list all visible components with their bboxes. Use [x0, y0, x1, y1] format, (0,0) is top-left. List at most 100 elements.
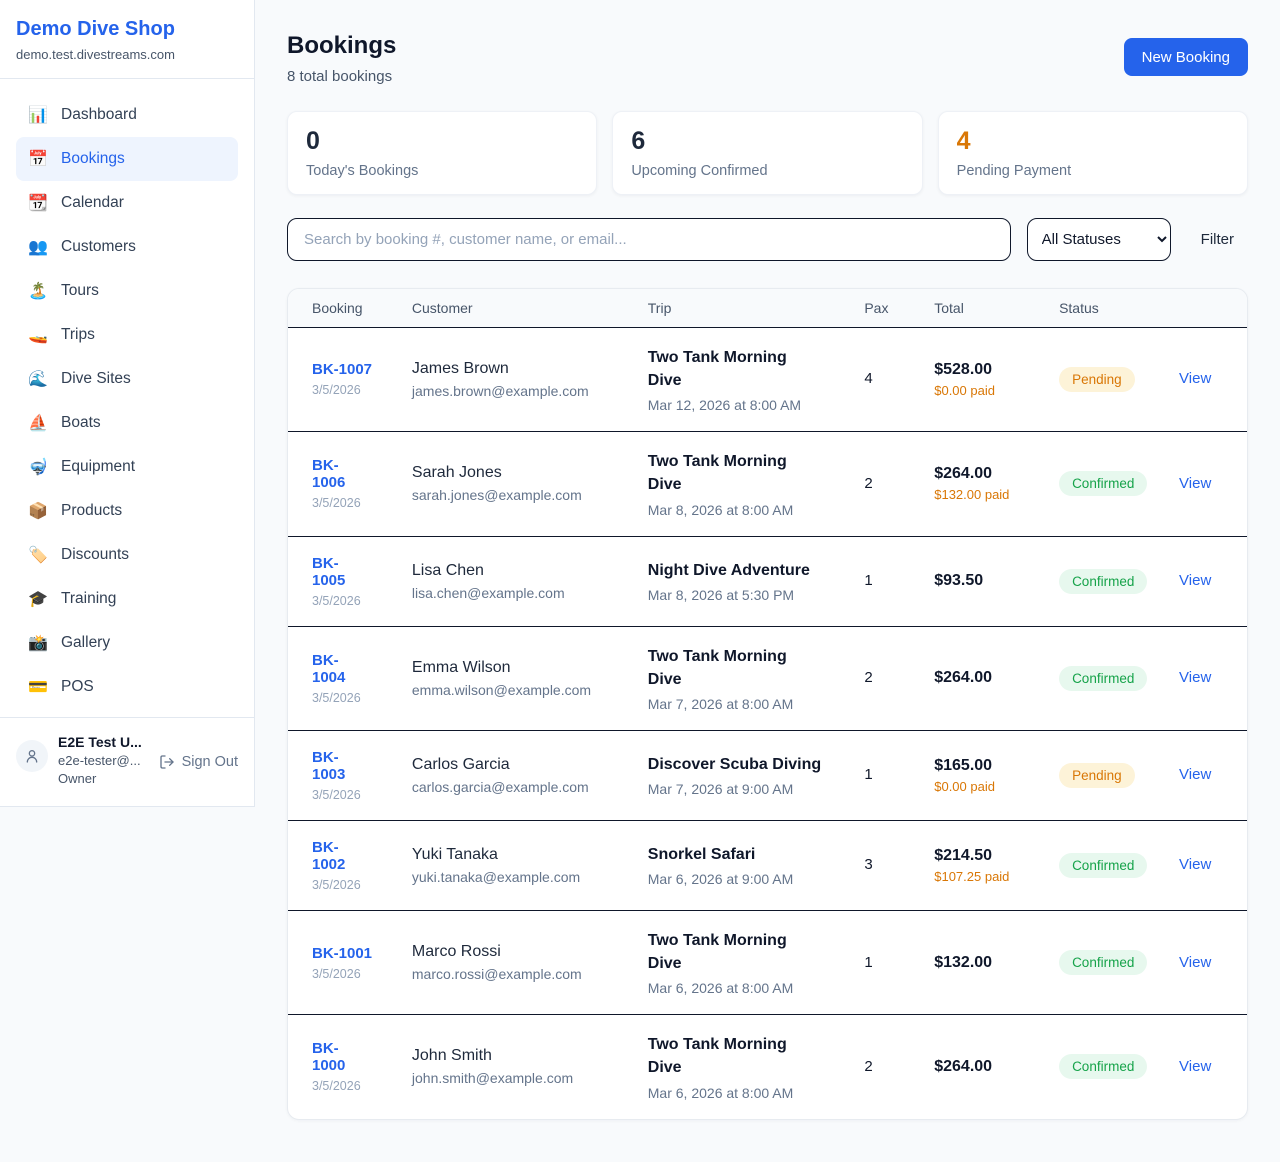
customer-name: John Smith	[411, 1047, 492, 1065]
person-icon	[26, 750, 38, 763]
view-link[interactable]: View	[1179, 572, 1212, 589]
page-subtitle: 8 total bookings	[287, 68, 393, 85]
filter-row: All Statuses Filter	[287, 217, 1248, 261]
total-cell: $264.00	[922, 626, 1048, 731]
sidebar-nav-item[interactable]: 🚤 Trips	[16, 313, 238, 357]
booking-id-link[interactable]: BK-1004	[312, 651, 346, 686]
sidebar-nav-item[interactable]: 💳 POS	[16, 665, 238, 709]
booking-id-link[interactable]: BK-1005	[312, 554, 346, 589]
view-link[interactable]: View	[1179, 766, 1212, 784]
table-row: BK-1003 3/5/2026 Carlos Garcia carlos.ga…	[288, 730, 1247, 821]
customer-cell: Yuki Tanaka yuki.tanaka@example.com	[399, 820, 636, 911]
sidebar: Demo Dive Shop demo.test.divestreams.com…	[0, 0, 255, 807]
nav-item-label: Trips	[61, 326, 95, 343]
trip-cell: Two Tank Morning Dive Mar 6, 2026 at 8:0…	[636, 1015, 853, 1119]
col-header-customer: Customer	[399, 288, 636, 328]
sidebar-nav-item[interactable]: 🤿 Equipment	[16, 445, 238, 489]
trip-name: Two Tank Morning Dive	[647, 647, 787, 688]
nav-item-icon: 👥	[28, 239, 48, 256]
view-link[interactable]: View	[1179, 1057, 1212, 1075]
nav-item-label: POS	[61, 678, 94, 695]
paid-amount: $107.25 paid	[934, 868, 1010, 884]
sidebar-nav-item[interactable]: 👥 Customers	[16, 225, 238, 269]
col-header-pax: Pax	[852, 288, 923, 328]
booking-cell: BK-1003 3/5/2026	[288, 730, 400, 821]
trip-name: Two Tank Morning Dive	[647, 348, 787, 389]
booking-id-link[interactable]: BK-1003	[312, 748, 346, 783]
trip-cell: Discover Scuba Diving Mar 7, 2026 at 9:0…	[635, 730, 853, 821]
table-header: Booking Customer Trip Pax Total Status	[288, 288, 1247, 328]
booking-id-link[interactable]: BK-1001	[312, 944, 373, 962]
actions-cell: View	[1167, 1015, 1247, 1119]
sidebar-nav-item[interactable]: 🏝️ Tours	[16, 269, 238, 313]
booking-id-link[interactable]: BK-1006	[312, 457, 346, 492]
status-badge: Pending	[1059, 762, 1135, 788]
status-cell: Confirmed	[1047, 910, 1168, 1016]
customer-email: marco.rossi@example.com	[411, 966, 582, 983]
pax-cell: 1	[852, 730, 923, 821]
view-link[interactable]: View	[1179, 474, 1212, 492]
stat-value: 6	[631, 127, 646, 155]
status-badge: Confirmed	[1059, 852, 1148, 878]
trip-time: Mar 6, 2026 at 8:00 AM	[647, 980, 794, 997]
pax-cell: 4	[852, 327, 923, 433]
status-filter-select[interactable]: All Statuses	[1026, 217, 1171, 261]
pax-value: 3	[864, 856, 873, 874]
status-cell: Pending	[1047, 327, 1168, 433]
nav-item-icon: 📆	[28, 195, 48, 212]
sidebar-nav-item[interactable]: 🎓 Training	[16, 577, 238, 621]
view-link[interactable]: View	[1179, 669, 1212, 687]
booking-id-link[interactable]: BK-1002	[312, 838, 346, 873]
user-name: E2E Test U...	[58, 734, 142, 750]
sign-out-button[interactable]: Sign Out	[159, 754, 238, 770]
total-cell: $132.00	[922, 910, 1048, 1016]
status-badge: Confirmed	[1059, 1054, 1148, 1080]
status-cell: Confirmed	[1047, 536, 1168, 627]
sidebar-nav-item[interactable]: 📸 Gallery	[16, 621, 238, 665]
total-amount: $214.50	[934, 846, 993, 864]
total-cell: $165.00 $0.00 paid	[922, 730, 1048, 821]
trip-cell: Two Tank Morning Dive Mar 12, 2026 at 8:…	[635, 327, 853, 433]
trip-cell: Two Tank Morning Dive Mar 8, 2026 at 8:0…	[635, 431, 853, 537]
customer-cell: Emma Wilson emma.wilson@example.com	[399, 626, 636, 731]
sidebar-nav-item[interactable]: ⛵ Boats	[16, 401, 238, 445]
view-link[interactable]: View	[1179, 370, 1212, 388]
booking-cell: BK-1005 3/5/2026	[288, 536, 400, 627]
pax-value: 4	[864, 370, 873, 388]
trip-name: Two Tank Morning Dive	[647, 931, 787, 973]
customer-cell: Lisa Chen lisa.chen@example.com	[399, 536, 636, 627]
booking-date: 3/5/2026	[312, 593, 361, 608]
pax-value: 2	[864, 474, 873, 492]
total-cell: $214.50 $107.25 paid	[922, 820, 1048, 911]
view-link[interactable]: View	[1179, 953, 1212, 971]
actions-cell: View	[1167, 536, 1247, 627]
sidebar-nav-item[interactable]: 📆 Calendar	[16, 181, 238, 225]
customer-cell: Sarah Jones sarah.jones@example.com	[399, 431, 636, 537]
new-booking-button[interactable]: New Booking	[1123, 38, 1248, 76]
booking-id-link[interactable]: BK-1007	[312, 361, 373, 379]
nav-item-icon: 🚤	[28, 327, 48, 344]
total-amount: $264.00	[934, 1057, 993, 1075]
trip-name: Discover Scuba Diving	[647, 756, 822, 774]
stat-card: 0 Today's Bookings	[287, 111, 598, 195]
filter-button[interactable]: Filter	[1187, 231, 1248, 248]
view-link[interactable]: View	[1179, 856, 1212, 874]
sidebar-nav-item[interactable]: 📅 Bookings	[16, 137, 238, 181]
actions-cell: View	[1167, 327, 1247, 433]
actions-cell: View	[1167, 910, 1247, 1016]
actions-cell: View	[1167, 730, 1247, 821]
sidebar-nav-item[interactable]: 🌊 Dive Sites	[16, 357, 238, 401]
booking-date: 3/5/2026	[312, 496, 361, 511]
nav-item-label: Discounts	[61, 546, 130, 563]
col-header-actions	[1167, 288, 1247, 328]
search-input[interactable]	[287, 217, 1011, 261]
bookings-table: Booking Customer Trip Pax Total Status B…	[288, 288, 1247, 1119]
booking-id-link[interactable]: BK-1000	[312, 1040, 346, 1075]
trip-name: Night Dive Adventure	[647, 561, 810, 579]
sidebar-nav-item[interactable]: 🏷️ Discounts	[16, 533, 238, 577]
sidebar-nav-item[interactable]: 📦 Products	[16, 489, 238, 533]
nav-item-icon: 🤿	[28, 459, 48, 476]
trip-cell: Night Dive Adventure Mar 8, 2026 at 5:30…	[635, 536, 853, 627]
total-cell: $93.50	[922, 536, 1048, 627]
sidebar-nav-item[interactable]: 📊 Dashboard	[16, 93, 238, 137]
